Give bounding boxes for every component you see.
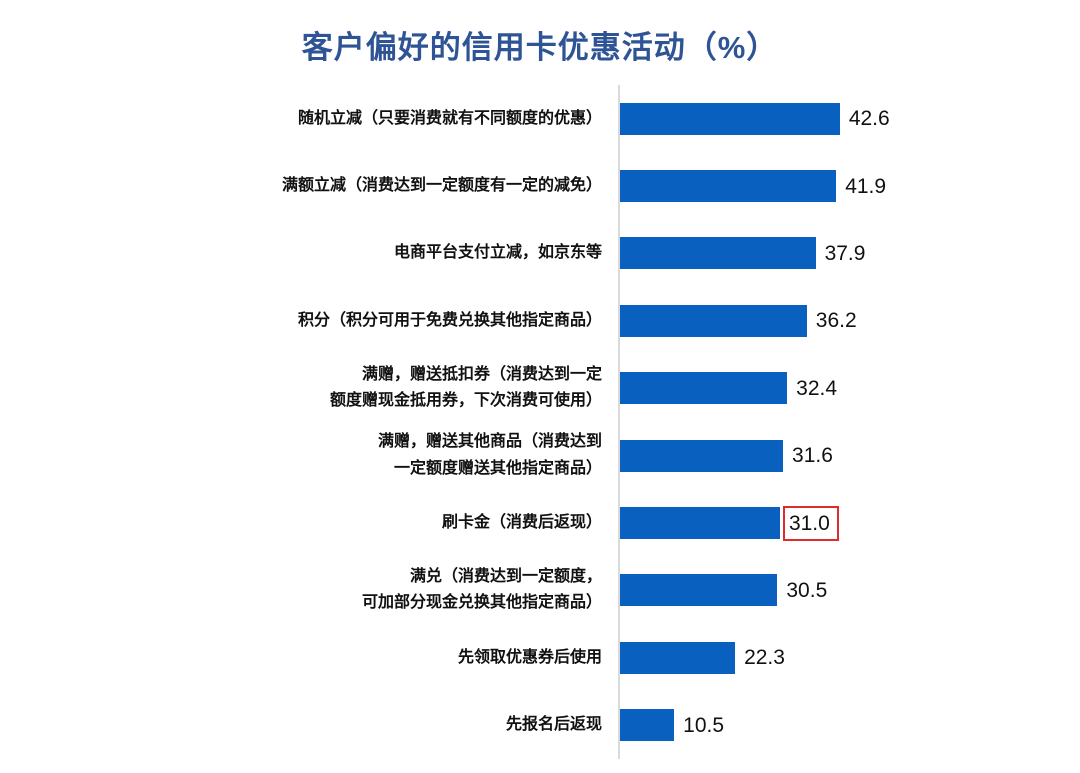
value-label: 10.5 <box>683 713 725 737</box>
bar-track: 32.4 <box>618 354 1080 422</box>
bar-row: 随机立减（只要消费就有不同额度的优惠） 42.6 <box>0 85 1080 153</box>
value-label: 41.9 <box>845 174 887 198</box>
category-label: 随机立减（只要消费就有不同额度的优惠） <box>297 109 602 127</box>
bar-row: 满额立减（消费达到一定额度有一定的减免） 41.9 <box>0 152 1080 220</box>
bar <box>620 170 837 203</box>
bar-row: 先领取优惠券后使用 22.3 <box>0 624 1080 692</box>
bar-track: 31.0 <box>618 489 1080 557</box>
bar-row: 满赠，赠送抵扣券（消费达到一定 额度赠现金抵用券，下次消费可使用） 32.4 <box>0 354 1080 422</box>
bar-row: 刷卡金（消费后返现） 31.0 <box>0 489 1080 557</box>
bar-track: 42.6 <box>618 85 1080 153</box>
bar-row: 先报名后返现 10.5 <box>0 691 1080 759</box>
value-label: 30.5 <box>786 578 828 602</box>
category-label: 满兑（消费达到一定额度， 可加部分现金兑换其他指定商品） <box>361 568 602 612</box>
value-label: 36.2 <box>815 309 857 333</box>
bar <box>620 439 784 472</box>
category-label: 满额立减（消费达到一定额度有一定的减免） <box>281 176 602 194</box>
bar <box>620 372 788 405</box>
chart-title: 客户偏好的信用卡优惠活动（%） <box>301 30 779 65</box>
bar-row: 满兑（消费达到一定额度， 可加部分现金兑换其他指定商品） 30.5 <box>0 556 1080 625</box>
bar-row: 电商平台支付立减，如京东等 37.9 <box>0 219 1080 288</box>
value-label: 42.6 <box>848 107 890 131</box>
plot-area: 随机立减（只要消费就有不同额度的优惠） 42.6 满额立减（消费达到一定额度有一定的… <box>0 85 1080 760</box>
category-label: 积分（积分可用于免费兑换其他指定商品） <box>297 311 602 329</box>
category-label: 刷卡金（消费后返现） <box>441 513 602 531</box>
value-label: 31.6 <box>792 444 833 468</box>
bar-track: 22.3 <box>618 624 1080 692</box>
bar <box>620 102 840 135</box>
bar-row: 积分（积分可用于免费兑换其他指定商品） 36.2 <box>0 287 1080 355</box>
bar-track: 37.9 <box>618 219 1080 288</box>
bar-track: 31.6 <box>618 421 1080 490</box>
bar <box>620 574 778 607</box>
category-label: 先报名后返现 <box>505 716 602 734</box>
value-label: 32.4 <box>796 376 838 400</box>
value-label-highlighted: 31.0 <box>782 505 839 541</box>
category-label: 先领取优惠券后使用 <box>457 648 602 666</box>
bar <box>620 709 675 742</box>
category-label: 电商平台支付立减，如京东等 <box>393 244 602 262</box>
bar <box>620 507 780 540</box>
bar-track: 10.5 <box>618 691 1080 759</box>
category-label: 满赠，赠送其他商品（消费达到 一定额度赠送其他指定商品） <box>377 433 602 477</box>
bar <box>620 304 807 337</box>
bar-row: 满赠，赠送其他商品（消费达到 一定额度赠送其他指定商品） 31.6 <box>0 421 1080 490</box>
bar-track: 41.9 <box>618 152 1080 220</box>
bar <box>620 237 816 270</box>
value-label: 22.3 <box>744 646 785 670</box>
bar <box>620 641 736 674</box>
category-label: 满赠，赠送抵扣券（消费达到一定 额度赠现金抵用券，下次消费可使用） <box>329 365 602 410</box>
bar-track: 36.2 <box>618 287 1080 355</box>
value-label: 37.9 <box>824 241 866 265</box>
bar-track: 30.5 <box>618 556 1080 625</box>
